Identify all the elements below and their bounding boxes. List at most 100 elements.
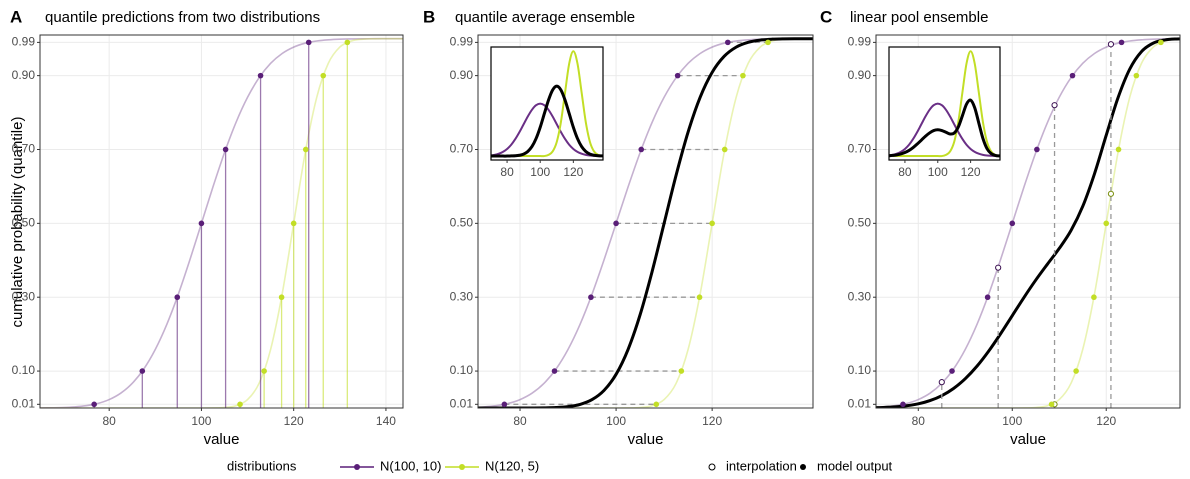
quantile-point <box>984 294 991 301</box>
quantile-point <box>261 368 267 374</box>
quantile-point <box>198 220 205 227</box>
quantile-point <box>139 368 146 374</box>
cdf-line <box>40 37 403 408</box>
y-tick-label: 0.99 <box>450 35 474 49</box>
quantile-point <box>501 401 508 408</box>
x-axis-label: value <box>628 431 664 448</box>
legend-point <box>354 464 360 470</box>
y-tick-label: 0.30 <box>12 289 36 303</box>
quantile-point <box>290 220 297 227</box>
legend-label: N(120, 5) <box>485 458 539 473</box>
y-tick-label: 0.50 <box>848 216 872 230</box>
interpolation-point <box>1107 190 1115 197</box>
interpolation-point <box>995 264 1002 271</box>
inset-tick-label: 80 <box>500 165 514 179</box>
quantile-point <box>302 146 309 153</box>
y-tick-label: 0.01 <box>12 396 36 410</box>
panel-label: B <box>423 7 435 26</box>
inset-border <box>888 46 1001 161</box>
y-tick-label: 0.90 <box>450 68 474 82</box>
quantile-point <box>174 294 181 301</box>
legend-point <box>459 464 465 470</box>
panel-title: quantile average ensemble <box>455 9 635 26</box>
quantile-point <box>1158 39 1164 46</box>
x-tick-label: 100 <box>1002 414 1022 428</box>
quantile-point <box>724 39 731 46</box>
interpolation-point <box>1107 41 1115 48</box>
x-tick-label: 120 <box>702 414 722 428</box>
x-tick-label: 100 <box>606 414 626 428</box>
panel-border <box>39 34 404 409</box>
legend-hollow-point <box>708 463 716 471</box>
panel-border <box>477 34 814 409</box>
inset-tick-label: 120 <box>563 165 583 179</box>
panel-label: C <box>820 7 832 26</box>
quantile-point <box>678 368 685 374</box>
x-tick-label: 80 <box>912 414 926 428</box>
density-line <box>889 98 1000 158</box>
quantile-point <box>674 72 681 79</box>
density-line <box>491 84 603 158</box>
quantile-point <box>613 220 619 227</box>
quantile-point <box>638 146 645 153</box>
quantile-point <box>1009 220 1016 227</box>
x-axis-label: value <box>1010 431 1046 448</box>
y-tick-label: 0.30 <box>848 289 872 303</box>
inset-tick-label: 100 <box>530 165 550 179</box>
y-tick-label: 0.99 <box>848 35 872 49</box>
x-tick-label: 80 <box>103 414 117 428</box>
y-tick-label: 0.70 <box>848 142 872 156</box>
cdf-line <box>876 37 1180 408</box>
y-tick-label: 0.10 <box>848 363 872 377</box>
legend-filled-point <box>800 464 806 470</box>
inset-background <box>889 47 1000 160</box>
inset-tick-label: 80 <box>898 165 912 179</box>
quantile-point <box>91 401 97 408</box>
quantile-point <box>1115 146 1122 153</box>
y-tick-label: 0.10 <box>450 363 474 377</box>
quantile-point <box>551 368 558 374</box>
inset-border <box>490 46 604 161</box>
x-axis-label: value <box>204 431 240 448</box>
quantile-point <box>320 72 327 79</box>
quantile-point <box>653 401 660 408</box>
quantile-point <box>1118 39 1125 46</box>
quantile-point <box>305 39 312 46</box>
density-line <box>889 50 1000 158</box>
quantile-point <box>278 294 285 301</box>
inset-tick-label: 100 <box>928 165 948 179</box>
x-tick-label: 100 <box>191 414 211 428</box>
panel-border <box>875 34 1181 409</box>
y-tick-label: 0.70 <box>450 142 474 156</box>
quantile-point <box>1103 220 1110 227</box>
quantile-point <box>721 146 728 153</box>
density-line <box>491 102 603 158</box>
quantile-point <box>765 39 771 46</box>
y-tick-label: 0.50 <box>12 216 36 230</box>
quantile-point <box>237 401 243 408</box>
y-tick-label: 0.50 <box>450 216 474 230</box>
interpolation-point <box>938 379 945 386</box>
quantile-point <box>588 294 594 301</box>
quantile-point <box>1048 401 1055 408</box>
cdf-line <box>478 37 813 408</box>
legend-label: N(100, 10) <box>380 458 441 473</box>
inset-tick-label: 120 <box>961 165 981 179</box>
y-tick-label: 0.99 <box>12 35 36 49</box>
panel-title: quantile predictions from two distributi… <box>45 9 320 26</box>
legend-title: distributions <box>227 458 297 473</box>
legend-label: model output <box>817 458 893 473</box>
quantile-point <box>222 146 229 153</box>
x-tick-label: 80 <box>513 414 527 428</box>
quantile-point <box>257 72 264 79</box>
quantile-point <box>709 220 715 227</box>
y-tick-label: 0.01 <box>450 396 474 410</box>
x-tick-label: 120 <box>1096 414 1116 428</box>
y-tick-label: 0.30 <box>450 289 474 303</box>
quantile-point <box>1073 368 1079 374</box>
quantile-point <box>949 368 955 374</box>
y-tick-label: 0.01 <box>848 396 872 410</box>
panel-label: A <box>10 7 22 26</box>
y-tick-label: 0.10 <box>12 363 36 377</box>
